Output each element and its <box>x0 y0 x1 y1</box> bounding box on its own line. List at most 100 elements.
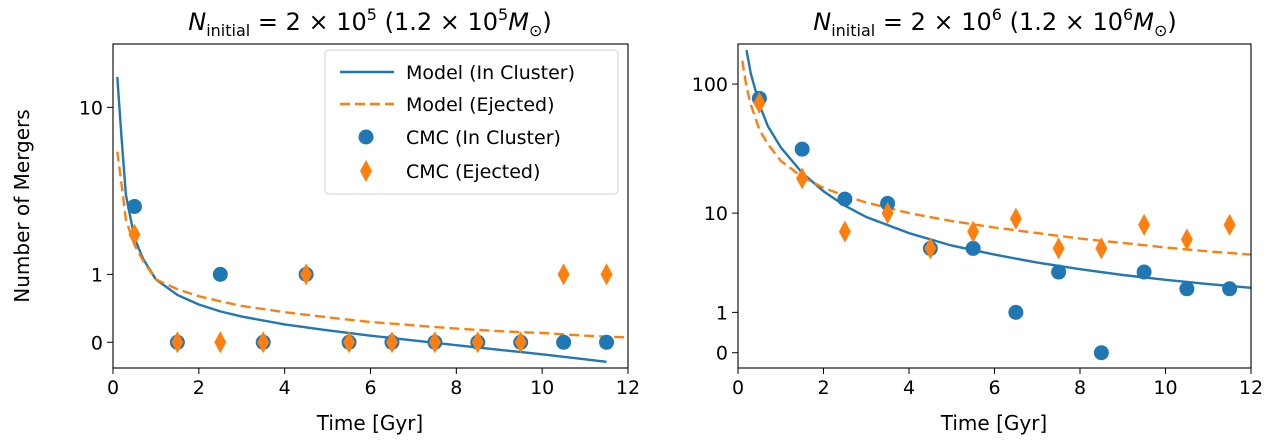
chart-right-xtick-label: 10 <box>1153 377 1177 399</box>
chart-left-xlabel: Time [Gyr] <box>316 411 423 435</box>
chart-right-point-ejected <box>1052 237 1065 260</box>
chart-left-point-ejected <box>471 331 484 354</box>
chart-left-title-symbol: N <box>188 8 206 36</box>
chart-right-xtick-label: 2 <box>817 377 829 399</box>
chart-left-title-exp: 5 <box>367 5 377 24</box>
chart-left-point-ejected <box>343 331 356 354</box>
chart-left-title-subscript: initial <box>206 21 250 40</box>
chart-left-ytick-label: 0 <box>91 332 103 354</box>
chart-right-point-in-cluster <box>1136 264 1152 280</box>
legend: Model (In Cluster) Model (Ejected) CMC (… <box>324 49 619 195</box>
chart-right-xtick-label: 12 <box>1239 377 1263 399</box>
chart-right-point-in-cluster <box>794 141 810 157</box>
legend-swatch-diamond-marker <box>360 160 372 182</box>
chart-right-title-mass: M <box>1133 8 1154 36</box>
chart-right-xtick-label: 8 <box>1074 377 1086 399</box>
chart-left-point-ejected <box>428 331 441 354</box>
chart-right-ytick-label: 0 <box>716 343 728 365</box>
chart-right-point-in-cluster <box>837 191 853 207</box>
chart-left-point-ejected <box>257 331 270 354</box>
chart-right: Ninitial = 2 × 106 (1.2 × 106M⊙) 0 2 4 6 8 10… <box>692 5 1263 435</box>
chart-right-point-ejected <box>1180 228 1193 251</box>
chart-left-point-in-cluster <box>556 334 572 350</box>
chart-left-point-ejected <box>514 331 527 354</box>
chart-right-title-subscript: initial <box>831 21 875 40</box>
chart-right-xlabel: Time [Gyr] <box>940 411 1047 435</box>
chart-right-point-in-cluster <box>1008 304 1024 320</box>
chart-right-series-line-ejected <box>741 60 1251 256</box>
chart-left-point-ejected <box>557 263 570 286</box>
chart-left-title-mid: = 2 × 10 <box>250 8 367 36</box>
chart-left-ylabel: Number of Mergers <box>10 109 34 302</box>
chart-right-point-ejected <box>1223 213 1236 236</box>
chart-left-point-ejected <box>128 223 141 246</box>
chart-left-title-mass-sub: ⊙ <box>529 21 542 40</box>
chart-right-point-ejected <box>1095 237 1108 260</box>
chart-right-point-in-cluster <box>1093 345 1109 361</box>
chart-right-point-ejected <box>796 167 809 190</box>
chart-left-title-exp2: 5 <box>498 5 508 24</box>
chart-left-point-in-cluster <box>212 266 228 282</box>
legend-label: CMC (In Cluster) <box>406 127 561 149</box>
legend-item-model-ejected: Model (Ejected) <box>340 94 555 116</box>
chart-right-xtick-label: 6 <box>988 377 1000 399</box>
chart-right-point-in-cluster <box>1222 281 1238 297</box>
chart-right-ytick-label: 100 <box>692 74 728 96</box>
chart-right-point-in-cluster <box>1051 264 1067 280</box>
chart-left-ytick-label: 1 <box>91 264 103 286</box>
chart-right-title: Ninitial = 2 × 106 (1.2 × 106M⊙) <box>813 5 1176 40</box>
chart-right-point-ejected <box>1138 213 1151 236</box>
chart-left-xtick-label: 2 <box>193 377 205 399</box>
chart-left-xtick-label: 8 <box>450 377 462 399</box>
chart-right-xtick-label: 0 <box>732 377 744 399</box>
chart-left-title-mass: M <box>508 8 529 36</box>
chart-right-series-line-in-cluster <box>745 49 1251 289</box>
chart-left-point-in-cluster <box>126 198 142 214</box>
legend-label: CMC (Ejected) <box>406 161 540 183</box>
legend-label: Model (In Cluster) <box>406 62 575 84</box>
chart-right-ytick-label: 1 <box>716 302 728 324</box>
chart-left-title-paren: (1.2 × 10 <box>377 8 498 36</box>
chart-left-point-ejected <box>214 331 227 354</box>
chart-left-title-close: ) <box>542 8 551 36</box>
legend-swatch-circle-marker <box>358 129 374 145</box>
chart-right-point-ejected <box>753 91 766 114</box>
chart-left-point-ejected <box>600 263 613 286</box>
chart-right-title-paren: (1.2 × 10 <box>1002 8 1123 36</box>
chart-left-point-ejected <box>171 331 184 354</box>
chart-right-title-symbol: N <box>813 8 831 36</box>
chart-left-ytick-label: 10 <box>79 97 103 119</box>
chart-right-point-ejected <box>881 202 894 225</box>
chart-left-xtick-label: 0 <box>107 377 119 399</box>
legend-item-cmc-in-cluster: CMC (In Cluster) <box>358 127 561 149</box>
legend-frame <box>324 49 619 195</box>
chart-left-xtick-label: 12 <box>616 377 640 399</box>
chart-right-point-ejected <box>838 220 851 243</box>
chart-left-xtick-label: 4 <box>279 377 291 399</box>
chart-right-point-in-cluster <box>965 240 981 256</box>
chart-right-title-mass-sub: ⊙ <box>1154 21 1167 40</box>
chart-left-xtick-label: 6 <box>364 377 376 399</box>
chart-left-title: Ninitial = 2 × 105 (1.2 × 105M⊙) <box>188 5 551 40</box>
legend-item-model-in-cluster: Model (In Cluster) <box>340 62 575 84</box>
chart-right-title-exp2: 6 <box>1123 5 1133 24</box>
chart-right-ytick-label: 10 <box>704 203 728 225</box>
chart-left-point-in-cluster <box>599 334 615 350</box>
chart-right-point-in-cluster <box>1179 281 1195 297</box>
chart-right-axes-frame <box>737 43 1252 369</box>
chart-right-point-ejected <box>924 237 937 260</box>
chart-right-title-exp: 6 <box>992 5 1002 24</box>
chart-left-xtick-label: 10 <box>530 377 554 399</box>
chart-right-xtick-label: 4 <box>903 377 915 399</box>
chart-right-point-ejected <box>1009 207 1022 230</box>
chart-left: Ninitial = 2 × 105 (1.2 × 105M⊙) 0 2 4 6 8 10… <box>10 5 640 435</box>
chart-right-point-ejected <box>967 220 980 243</box>
chart-left-axes-frame <box>112 43 629 369</box>
chart-right-title-mid: = 2 × 10 <box>875 8 992 36</box>
chart-right-title-close: ) <box>1167 8 1176 36</box>
legend-item-cmc-ejected: CMC (Ejected) <box>360 160 540 183</box>
legend-label: Model (Ejected) <box>406 94 555 116</box>
chart-left-point-ejected <box>385 331 398 354</box>
chart-left-point-ejected <box>300 263 313 286</box>
